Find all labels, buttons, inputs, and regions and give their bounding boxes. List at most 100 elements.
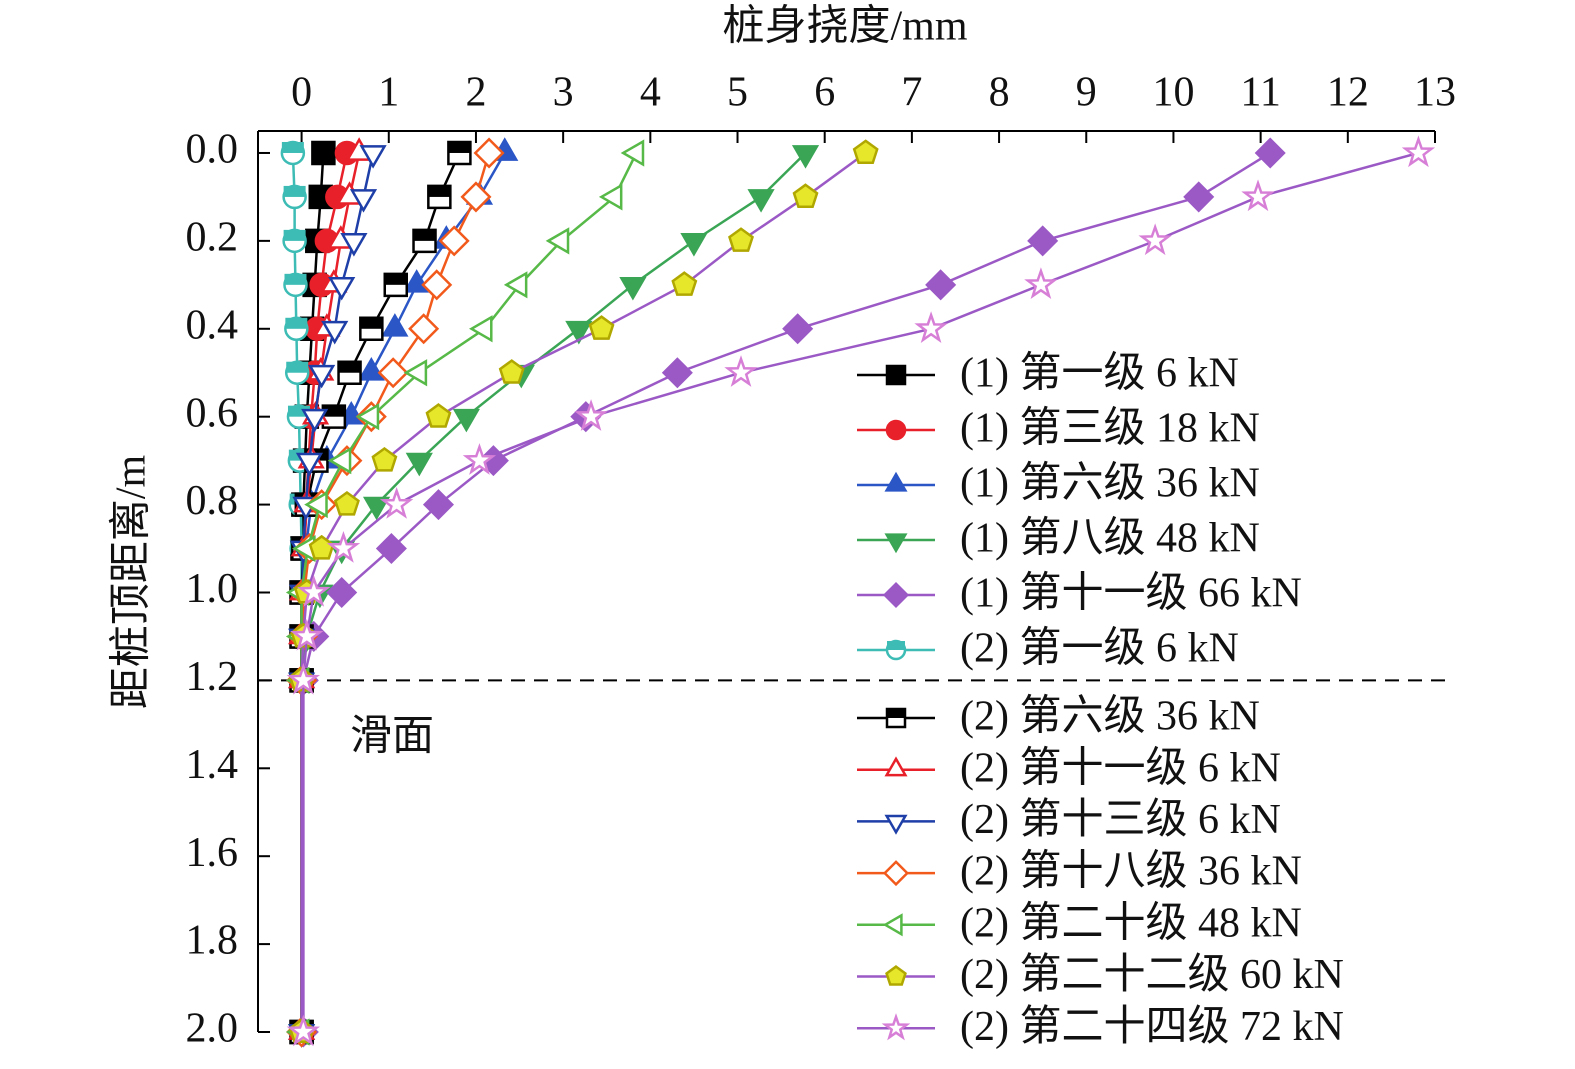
marker-shape: [884, 471, 908, 492]
annotation: 滑面: [350, 714, 434, 760]
x-tick-label: 13: [1414, 70, 1456, 116]
marker-shape: [545, 227, 570, 255]
marker: [308, 364, 336, 389]
marker: [375, 533, 407, 565]
x-tick-label: 11: [1240, 70, 1280, 116]
marker: [1241, 179, 1275, 212]
marker-shape: [403, 269, 431, 293]
marker-half: [428, 185, 451, 197]
marker: [421, 269, 453, 301]
marker: [884, 756, 908, 777]
marker: [362, 496, 391, 521]
x-tick-label: 3: [553, 70, 574, 116]
marker-shape: [881, 1013, 911, 1041]
marker-half: [360, 317, 383, 329]
x-tick-label: 0: [291, 70, 312, 116]
marker: [359, 316, 384, 342]
marker-shape: [724, 355, 758, 387]
x-tick-label: 7: [901, 70, 922, 116]
marker-shape: [357, 357, 385, 381]
marker: [620, 139, 645, 167]
y-tick-label: 0.4: [186, 302, 239, 348]
marker-shape: [381, 313, 409, 337]
marker: [1401, 135, 1436, 168]
x-tick-label: 6: [814, 70, 835, 116]
marker-shape: [884, 533, 908, 554]
marker-shape: [460, 181, 492, 213]
marker: [447, 140, 472, 166]
marker-shape: [791, 145, 820, 169]
legend-label: (1) 第十一级 66 kN: [960, 571, 1302, 617]
marker: [885, 364, 907, 386]
marker-shape: [311, 140, 336, 166]
marker-shape: [462, 443, 497, 475]
marker: [405, 452, 433, 477]
y-tick-label: 0.2: [186, 215, 239, 261]
marker: [885, 707, 907, 729]
marker: [545, 227, 570, 255]
marker: [503, 271, 528, 299]
marker: [403, 269, 431, 293]
marker-shape: [661, 357, 693, 389]
marker-shape: [728, 227, 754, 252]
marker: [282, 184, 307, 210]
marker: [297, 574, 331, 607]
marker: [882, 913, 903, 937]
legend-label: (1) 第三级 18 kN: [960, 406, 1260, 452]
marker: [728, 227, 754, 252]
marker: [359, 145, 387, 169]
marker: [882, 581, 910, 609]
marker-shape: [1401, 135, 1436, 168]
marker: [304, 490, 328, 519]
marker-shape: [884, 756, 908, 777]
marker: [383, 272, 409, 298]
y-axis-label: 距桩顶距离/m: [108, 455, 155, 710]
marker: [885, 639, 907, 661]
marker-shape: [362, 496, 391, 521]
marker: [326, 530, 361, 563]
marker: [340, 233, 368, 257]
marker: [337, 360, 362, 385]
series-line: [300, 152, 807, 1032]
marker: [598, 183, 623, 211]
marker: [286, 662, 321, 695]
marker: [792, 183, 819, 208]
marker: [425, 403, 452, 428]
y-tick-label: 0.6: [186, 390, 239, 436]
legend-label: (2) 第二十四级 72 kN: [960, 1004, 1344, 1050]
marker: [357, 357, 385, 381]
y-tick-label: 1.2: [186, 654, 239, 700]
marker-shape: [326, 576, 358, 609]
marker-shape: [421, 269, 453, 301]
marker-half: [448, 141, 471, 153]
y-tick-label: 0.8: [186, 478, 239, 524]
marker: [408, 313, 440, 345]
marker: [328, 276, 356, 301]
y-tick-label: 1.4: [186, 742, 239, 788]
x-tick-label: 12: [1327, 70, 1369, 116]
x-tick-label: 10: [1152, 70, 1194, 116]
marker-shape: [355, 403, 380, 431]
marker-shape: [377, 357, 409, 389]
marker-shape: [405, 452, 433, 477]
marker: [588, 315, 615, 340]
marker-shape: [349, 189, 378, 213]
legend-label: (2) 第十一级 6 kN: [960, 745, 1281, 791]
marker: [377, 357, 409, 389]
marker-shape: [574, 399, 608, 431]
marker-shape: [473, 137, 505, 169]
marker-shape: [1024, 267, 1058, 300]
marker-shape: [340, 233, 368, 257]
legend-label: (2) 第十三级 6 kN: [960, 797, 1281, 843]
marker: [349, 189, 378, 213]
marker-half: [338, 361, 361, 373]
marker-shape: [290, 618, 324, 651]
marker: [747, 189, 775, 213]
marker: [371, 446, 398, 472]
marker: [852, 139, 879, 165]
marker-shape: [286, 1014, 321, 1047]
marker-shape: [297, 574, 331, 607]
marker-shape: [914, 311, 948, 343]
marker-half: [384, 273, 407, 285]
marker-half: [322, 405, 345, 417]
